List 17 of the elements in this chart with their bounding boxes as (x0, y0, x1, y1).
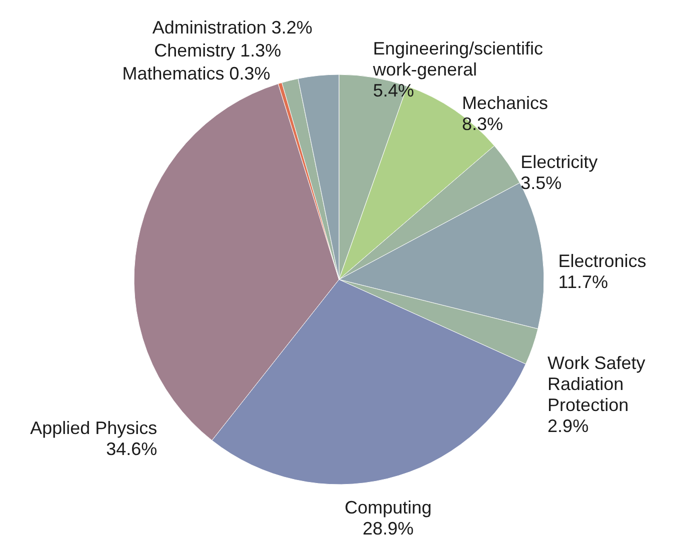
data-label: 5.4% (372, 80, 414, 101)
slice-label: Computing (344, 498, 432, 518)
slice-label: Applied Physics (30, 418, 158, 438)
data-label: 11.7% (558, 272, 608, 292)
slice-label: Mechanics (462, 93, 548, 114)
slice-label: Electronics (558, 251, 646, 272)
data-label: 3.5% (520, 172, 562, 193)
data-label: 28.9% (362, 518, 414, 539)
slice-label: Engineering/scientific work-general (372, 38, 544, 80)
data-label: 34.6% (106, 438, 158, 459)
slice-label: Administration 3.2% (152, 18, 312, 38)
slice-label: Electricity (520, 152, 598, 172)
data-label: 2.9% (548, 416, 589, 436)
slice-label: Chemistry 1.3% (154, 40, 282, 61)
data-label: 8.3% (462, 114, 503, 134)
slice-label: Work Safety Radiation Protection (548, 352, 646, 415)
slice-label: Mathematics 0.3% (122, 64, 270, 84)
